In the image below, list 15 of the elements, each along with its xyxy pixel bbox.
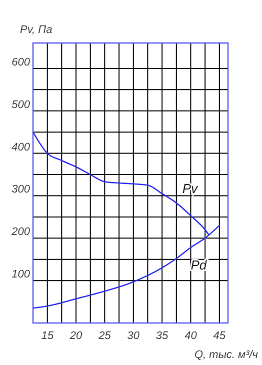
y-tick-label: 400 [12,141,31,154]
x-axis-title: Q, тыс. м³/ч [194,349,258,361]
y-tick-label: 300 [12,184,31,196]
x-tick-label: 25 [98,330,112,342]
y-tick-label: 100 [12,268,31,281]
y-tick-label: 200 [10,226,31,238]
y-tick-label: 600 [12,56,31,68]
x-tick-label: 45 [213,330,226,342]
x-tick-label: 40 [184,330,198,342]
y-axis-title: Pv, Па [20,24,52,36]
x-tick-label: 30 [127,330,140,342]
x-tick-label: 35 [156,330,170,342]
y-tick-label: 500 [12,98,31,111]
x-tick-label: 15 [41,330,54,342]
x-tick-label: 20 [68,330,84,342]
